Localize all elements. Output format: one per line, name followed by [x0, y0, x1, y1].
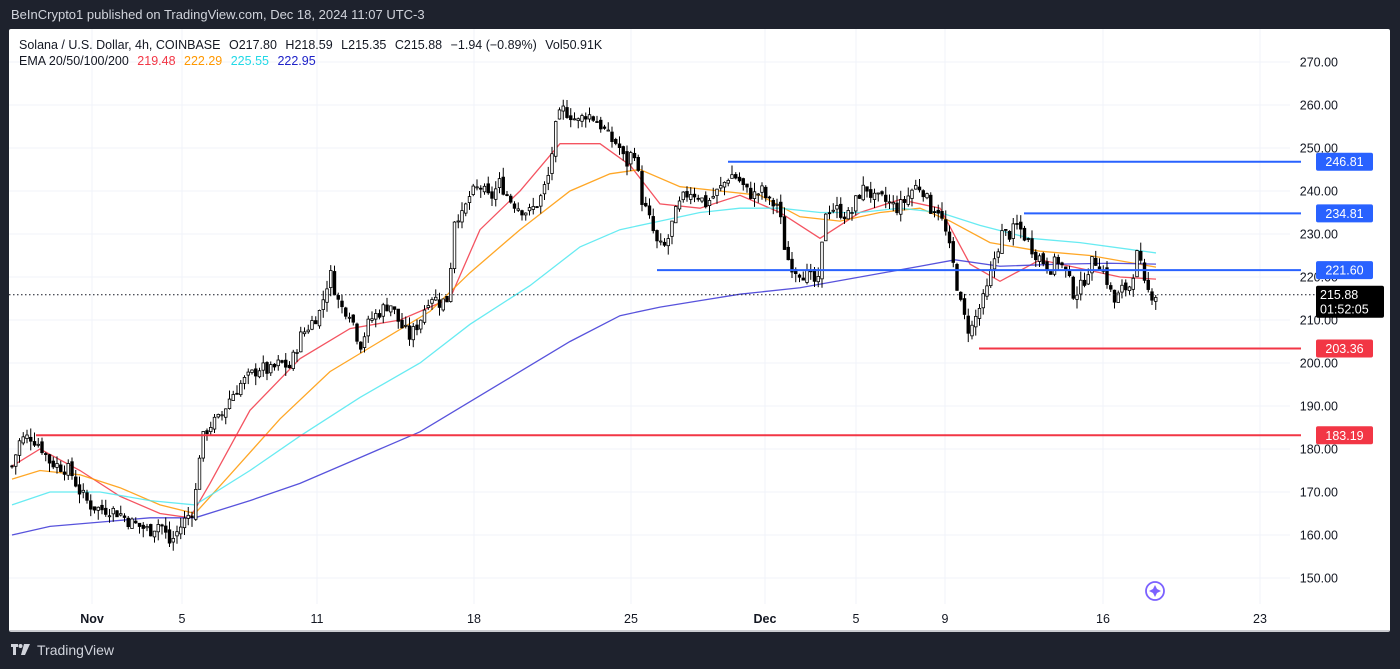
level-tag-234.81 — [1316, 204, 1373, 223]
level-tag-text: 183.19 — [1325, 429, 1363, 443]
level-tag-text: 234.81 — [1325, 207, 1363, 221]
ema200-value: 222.95 — [277, 54, 316, 68]
current-price-text: 215.88 — [1320, 288, 1358, 302]
price-chart[interactable]: 270.00260.00250.00240.00230.00220.00210.… — [9, 29, 1390, 632]
time-tick: Nov — [80, 612, 104, 626]
ema-line-ema20 — [11, 143, 1157, 519]
ema50-value: 222.29 — [184, 54, 223, 68]
publish-info: BeInCrypto1 published on TradingView.com… — [11, 7, 425, 22]
level-tag-text: 203.36 — [1325, 342, 1363, 356]
price-tick: 160.00 — [1300, 529, 1338, 543]
volume-value: Vol50.91K — [545, 38, 603, 52]
symbol-title[interactable]: Solana / U.S. Dollar, 4h, COINBASE — [19, 38, 221, 52]
countdown-text: 01:52:05 — [1320, 303, 1369, 317]
high-value: H218.59 — [285, 38, 333, 52]
level-tag-203.36 — [1316, 339, 1373, 358]
time-tick: 25 — [624, 612, 638, 626]
ema20-value: 219.48 — [137, 54, 176, 68]
price-tick: 270.00 — [1300, 56, 1338, 70]
candles — [10, 99, 1158, 551]
chart-legend: Solana / U.S. Dollar, 4h, COINBASE O217.… — [19, 37, 607, 69]
ema-line-ema50 — [11, 168, 1157, 515]
level-tag-246.81 — [1316, 152, 1373, 171]
time-axis[interactable]: Nov 5 11 18 25 Dec 5 9 16 23 — [80, 612, 1267, 626]
price-tick: 230.00 — [1300, 228, 1338, 242]
footer-brand: TradingView — [11, 642, 114, 658]
level-tag-text: 221.60 — [1325, 264, 1363, 278]
price-tick: 180.00 — [1300, 443, 1338, 457]
price-tick: 170.00 — [1300, 486, 1338, 500]
price-tick: 250.00 — [1300, 142, 1338, 156]
tradingview-brand: TradingView — [37, 642, 115, 658]
chart-frame[interactable]: Solana / U.S. Dollar, 4h, COINBASE O217.… — [9, 29, 1390, 632]
price-tick: 150.00 — [1300, 572, 1338, 586]
price-tick: 200.00 — [1300, 357, 1338, 371]
level-tag-183.19 — [1316, 426, 1373, 445]
price-axis[interactable]: 270.00260.00250.00240.00230.00220.00210.… — [1300, 56, 1338, 586]
low-value: L215.35 — [341, 38, 387, 52]
ema-row[interactable]: EMA 20/50/100/200 219.48 222.29 225.55 2… — [19, 53, 607, 69]
time-tick: 16 — [1096, 612, 1110, 626]
grid — [9, 29, 1290, 604]
ohlc-row: Solana / U.S. Dollar, 4h, COINBASE O217.… — [19, 37, 607, 53]
price-tick: 190.00 — [1300, 400, 1338, 414]
ema-line-ema100 — [11, 207, 1157, 506]
price-tick: 260.00 — [1300, 99, 1338, 113]
time-tick: 5 — [853, 612, 860, 626]
time-tick: 5 — [179, 612, 186, 626]
level-tag-221.60 — [1316, 261, 1373, 280]
sparkle-assistant-icon[interactable] — [1145, 581, 1165, 601]
ema100-value: 225.55 — [230, 54, 269, 68]
close-value: C215.88 — [394, 38, 443, 52]
time-tick: 9 — [942, 612, 949, 626]
time-tick: 23 — [1253, 612, 1267, 626]
current-price-tag — [1316, 285, 1384, 318]
open-value: O217.80 — [228, 38, 277, 52]
time-tick: 11 — [311, 612, 324, 626]
time-tick: 18 — [467, 612, 481, 626]
price-tick: 240.00 — [1300, 185, 1338, 199]
level-tag-text: 246.81 — [1325, 155, 1363, 169]
ema-label: EMA 20/50/100/200 — [19, 54, 129, 68]
time-tick: Dec — [754, 612, 777, 626]
change-value: −1.94 (−0.89%) — [450, 38, 537, 52]
tradingview-logo-icon — [11, 644, 30, 655]
